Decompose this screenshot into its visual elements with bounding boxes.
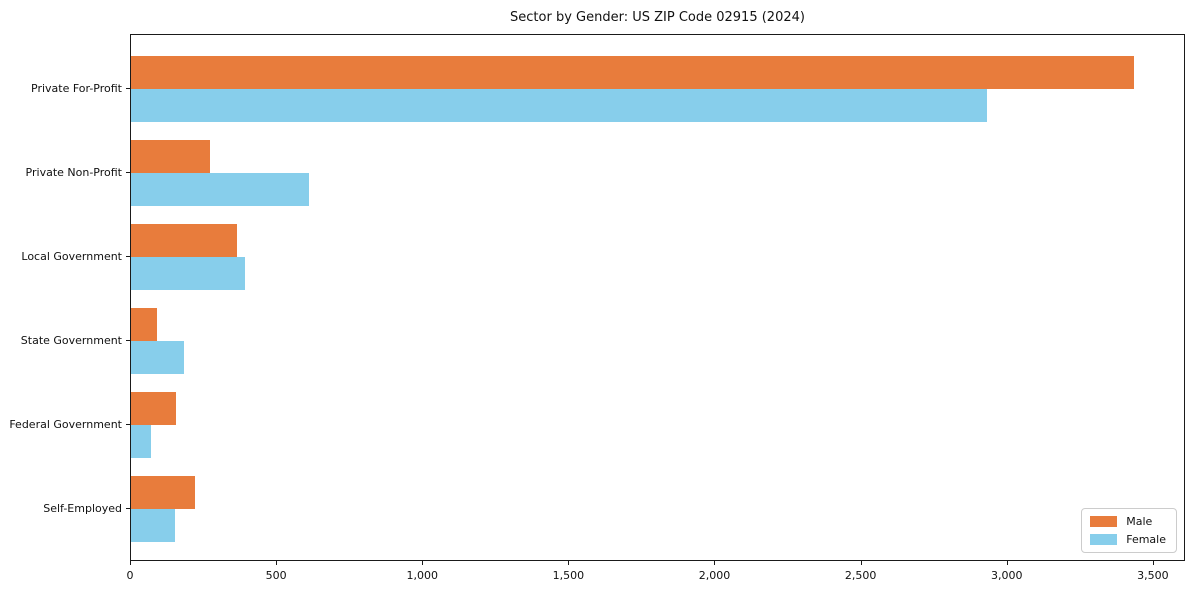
x-tick-label: 2,500 [844, 569, 877, 582]
y-tick-mark [126, 340, 130, 341]
legend-label-female: Female [1126, 533, 1166, 546]
bar-male-state-government [131, 308, 158, 341]
y-tick-mark [126, 88, 130, 89]
x-tick-label: 3,000 [990, 569, 1023, 582]
y-tick-mark [126, 256, 130, 257]
y-tick-label: Self-Employed [43, 502, 122, 515]
y-tick-mark [126, 424, 130, 425]
x-tick-mark [714, 561, 716, 565]
x-tick-mark [860, 561, 862, 565]
x-tick-mark [1152, 561, 1154, 565]
legend-row-female: Female [1090, 534, 1166, 545]
bar-female-private-non-profit [131, 173, 309, 206]
bar-male-private-non-profit [131, 140, 210, 173]
x-tick-label: 1,500 [552, 569, 585, 582]
legend-row-male: Male [1090, 516, 1166, 527]
plot-area: Male Female [130, 34, 1185, 561]
x-tick-mark [568, 561, 570, 565]
x-tick-label: 0 [126, 569, 134, 582]
x-tick-mark [422, 561, 424, 565]
bar-female-private-for-profit [131, 89, 988, 122]
bar-female-state-government [131, 341, 184, 374]
x-tick-mark [276, 561, 278, 565]
x-tick-mark [130, 561, 131, 565]
legend: Male Female [1081, 508, 1177, 553]
legend-swatch-female-icon [1090, 534, 1118, 545]
bar-female-local-government [131, 257, 245, 290]
y-tick-mark [126, 172, 130, 173]
x-tick-label: 500 [265, 569, 287, 582]
y-tick-label: Private Non-Profit [25, 166, 122, 179]
x-tick-label: 3,500 [1137, 569, 1169, 582]
bar-female-federal-government [131, 425, 152, 458]
y-tick-mark [126, 508, 130, 509]
y-tick-label: Federal Government [9, 418, 122, 431]
bar-male-private-for-profit [131, 56, 1135, 89]
x-tick-mark [1006, 561, 1008, 565]
bar-female-self-employed [131, 509, 175, 542]
x-tick-label: 1,000 [406, 569, 438, 582]
y-tick-label: Private For-Profit [31, 82, 122, 95]
legend-label-male: Male [1126, 515, 1153, 528]
bar-male-federal-government [131, 392, 177, 425]
legend-swatch-male-icon [1090, 516, 1118, 527]
bar-male-local-government [131, 224, 238, 257]
bar-male-self-employed [131, 476, 196, 509]
y-tick-label: State Government [20, 334, 122, 347]
chart-title: Sector by Gender: US ZIP Code 02915 (202… [510, 10, 805, 25]
y-tick-label: Local Government [21, 250, 122, 263]
x-tick-label: 2,000 [698, 569, 731, 582]
